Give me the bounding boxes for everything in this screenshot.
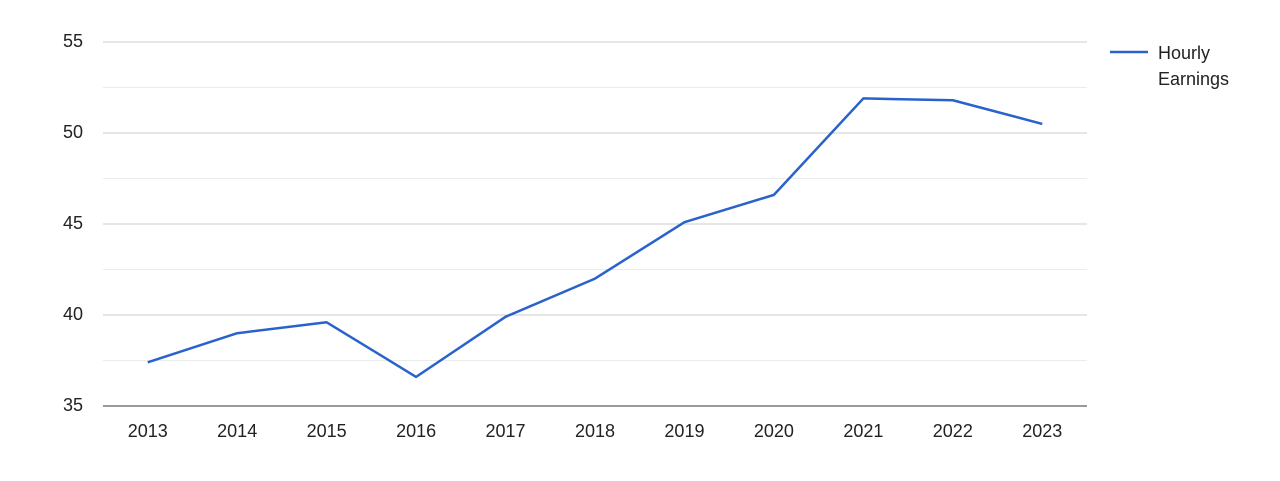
- x-tick-label: 2016: [396, 421, 436, 441]
- y-tick-label: 50: [63, 122, 83, 142]
- y-tick-label: 45: [63, 213, 83, 233]
- x-tick-label: 2020: [754, 421, 794, 441]
- x-tick-label: 2015: [307, 421, 347, 441]
- y-tick-label: 35: [63, 395, 83, 415]
- y-tick-label: 40: [63, 304, 83, 324]
- x-tick-label: 2017: [486, 421, 526, 441]
- x-tick-label: 2013: [128, 421, 168, 441]
- x-tick-label: 2018: [575, 421, 615, 441]
- legend-label: Hourly Earnings: [1158, 43, 1230, 89]
- y-tick-label: 55: [63, 31, 83, 51]
- x-tick-label: 2022: [933, 421, 973, 441]
- x-tick-label: 2023: [1022, 421, 1062, 441]
- data-line: [147, 97, 1043, 379]
- x-tick-label: 2014: [217, 421, 257, 441]
- x-tick-label: 2021: [843, 421, 883, 441]
- x-tick-label: 2019: [664, 421, 704, 441]
